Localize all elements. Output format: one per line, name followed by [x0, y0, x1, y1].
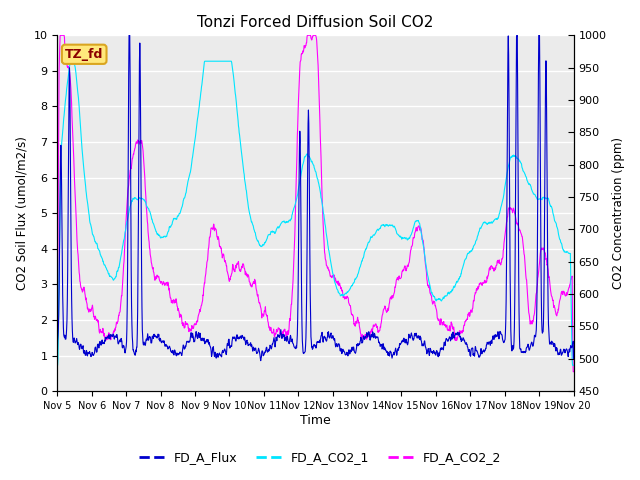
- X-axis label: Time: Time: [300, 414, 331, 427]
- Text: TZ_fd: TZ_fd: [65, 48, 104, 61]
- Y-axis label: CO2 Soil Flux (umol/m2/s): CO2 Soil Flux (umol/m2/s): [15, 136, 28, 290]
- Y-axis label: CO2 Concentration (ppm): CO2 Concentration (ppm): [612, 137, 625, 289]
- Legend: FD_A_Flux, FD_A_CO2_1, FD_A_CO2_2: FD_A_Flux, FD_A_CO2_1, FD_A_CO2_2: [134, 446, 506, 469]
- Title: Tonzi Forced Diffusion Soil CO2: Tonzi Forced Diffusion Soil CO2: [197, 15, 434, 30]
